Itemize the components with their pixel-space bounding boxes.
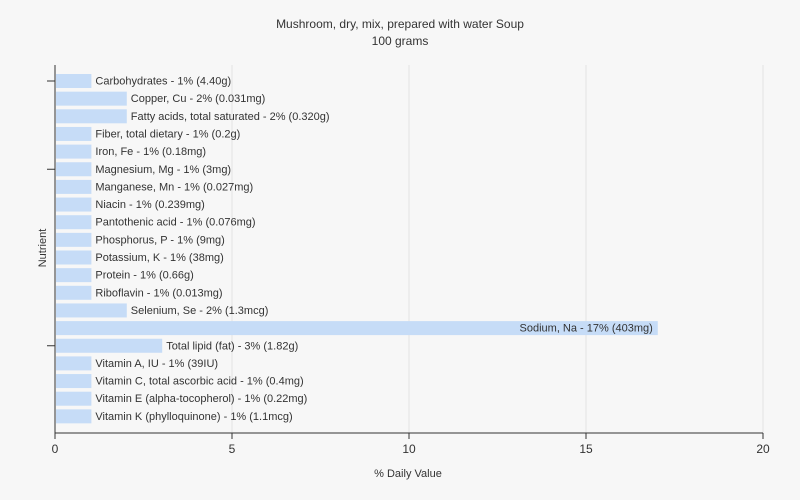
bar <box>56 409 92 424</box>
bar <box>56 374 92 389</box>
chart-title: Mushroom, dry, mix, prepared with water … <box>276 17 524 31</box>
data-label: Sodium, Na - 17% (403mg) <box>520 323 653 335</box>
data-label: Niacin - 1% (0.239mg) <box>95 199 204 211</box>
bar <box>56 303 127 318</box>
x-tick-label: 20 <box>756 442 770 456</box>
data-label: Riboflavin - 1% (0.013mg) <box>95 287 222 299</box>
data-label: Copper, Cu - 2% (0.031mg) <box>131 93 266 105</box>
bar <box>56 391 92 406</box>
bar <box>56 144 92 159</box>
bar <box>56 74 92 88</box>
data-label: Total lipid (fat) - 3% (1.82g) <box>166 340 298 352</box>
bar <box>56 356 92 371</box>
bar <box>56 250 92 265</box>
data-label: Potassium, K - 1% (38mg) <box>95 252 223 264</box>
data-label: Vitamin E (alpha-tocopherol) - 1% (0.22m… <box>95 393 307 405</box>
bar <box>56 162 92 177</box>
bar <box>56 197 92 212</box>
x-axis-label: % Daily Value <box>374 468 442 480</box>
bar <box>56 179 92 194</box>
data-label: Iron, Fe - 1% (0.18mg) <box>95 146 206 158</box>
data-label: Selenium, Se - 2% (1.3mcg) <box>131 305 269 317</box>
y-axis-label: Nutrient <box>37 229 49 268</box>
data-label: Magnesium, Mg - 1% (3mg) <box>95 164 231 176</box>
bar <box>56 215 92 230</box>
data-label: Pantothenic acid - 1% (0.076mg) <box>95 217 255 229</box>
bar <box>56 321 658 336</box>
data-label: Vitamin C, total ascorbic acid - 1% (0.4… <box>95 376 303 388</box>
chart-subtitle: 100 grams <box>372 34 429 48</box>
bar <box>56 109 127 124</box>
x-tick-label: 15 <box>579 442 593 456</box>
bar <box>56 126 92 141</box>
data-label: Phosphorus, P - 1% (9mg) <box>95 234 224 246</box>
x-tick-label: 10 <box>402 442 416 456</box>
data-label: Carbohydrates - 1% (4.40g) <box>95 76 231 88</box>
data-label: Protein - 1% (0.66g) <box>95 270 193 282</box>
data-label: Vitamin A, IU - 1% (39IU) <box>95 358 218 370</box>
bar <box>56 232 92 247</box>
axes: 0 5 10 15 20 <box>47 65 770 456</box>
bar <box>56 338 163 353</box>
bars: Carbohydrates - 1% (4.40g) Copper, Cu - 2… <box>56 74 658 424</box>
data-label: Manganese, Mn - 1% (0.027mg) <box>95 181 253 193</box>
bar <box>56 91 127 106</box>
data-label: Fiber, total dietary - 1% (0.2g) <box>95 128 240 140</box>
data-label: Fatty acids, total saturated - 2% (0.320… <box>131 111 330 123</box>
x-tick-label: 0 <box>52 442 59 456</box>
x-tick-label: 5 <box>229 442 236 456</box>
bar <box>56 285 92 300</box>
grid-lines <box>231 65 764 433</box>
data-label: Vitamin K (phylloquinone) - 1% (1.1mcg) <box>95 411 292 423</box>
bar <box>56 268 92 283</box>
